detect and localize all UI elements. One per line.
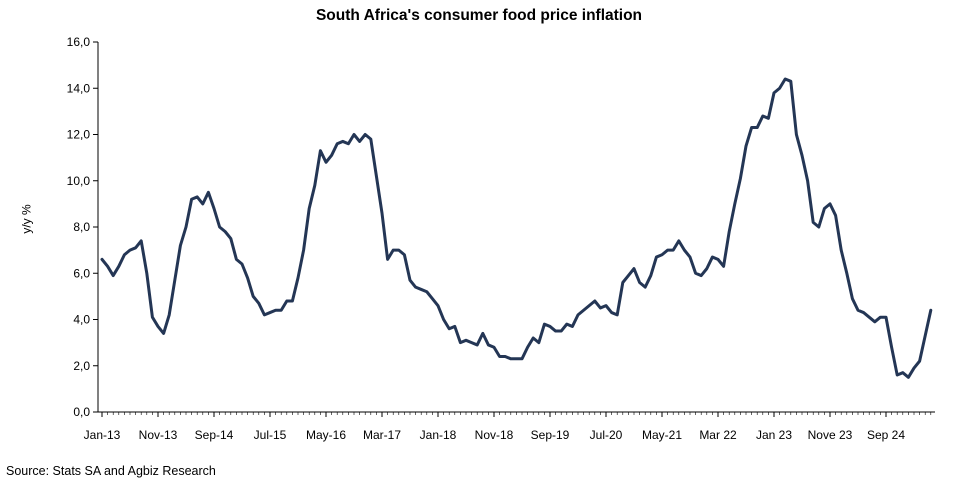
- y-tick-label: 0,0: [73, 405, 90, 419]
- x-tick-label: Sep-19: [531, 428, 570, 442]
- chart-title: South Africa's consumer food price infla…: [315, 7, 643, 24]
- x-tick-label: Nov-18: [475, 428, 514, 442]
- source-note: Source: Stats SA and Agbiz Research: [6, 464, 216, 478]
- x-tick-label: Jul-15: [254, 428, 287, 442]
- x-tick-label: Nov-13: [139, 428, 178, 442]
- x-tick-label: Sep-14: [195, 428, 234, 442]
- x-tick-label: Jul-20: [590, 428, 623, 442]
- x-tick-label: Mar-17: [363, 428, 401, 442]
- x-tick-label: Jan-18: [420, 428, 457, 442]
- series-line-food-inflation: [100, 77, 933, 379]
- x-tick-label: Nove 23: [808, 428, 853, 442]
- y-tick-label: 16,0: [67, 35, 91, 49]
- y-tick-label: 12,0: [67, 128, 91, 142]
- y-tick-label: 2,0: [73, 359, 90, 373]
- x-tick-label: May-16: [306, 428, 346, 442]
- y-tick-label: 8,0: [73, 220, 90, 234]
- x-tick-label: Jan-13: [84, 428, 121, 442]
- y-tick-label: 4,0: [73, 313, 90, 327]
- y-tick-label: 14,0: [67, 81, 91, 95]
- y-tick-label: 10,0: [67, 174, 91, 188]
- x-tick-label: Jan 23: [756, 428, 792, 442]
- y-tick-label: 6,0: [73, 266, 90, 280]
- x-tick-label: Sep 24: [867, 428, 905, 442]
- x-tick-label: Mar 22: [699, 428, 737, 442]
- x-tick-label: May-21: [642, 428, 682, 442]
